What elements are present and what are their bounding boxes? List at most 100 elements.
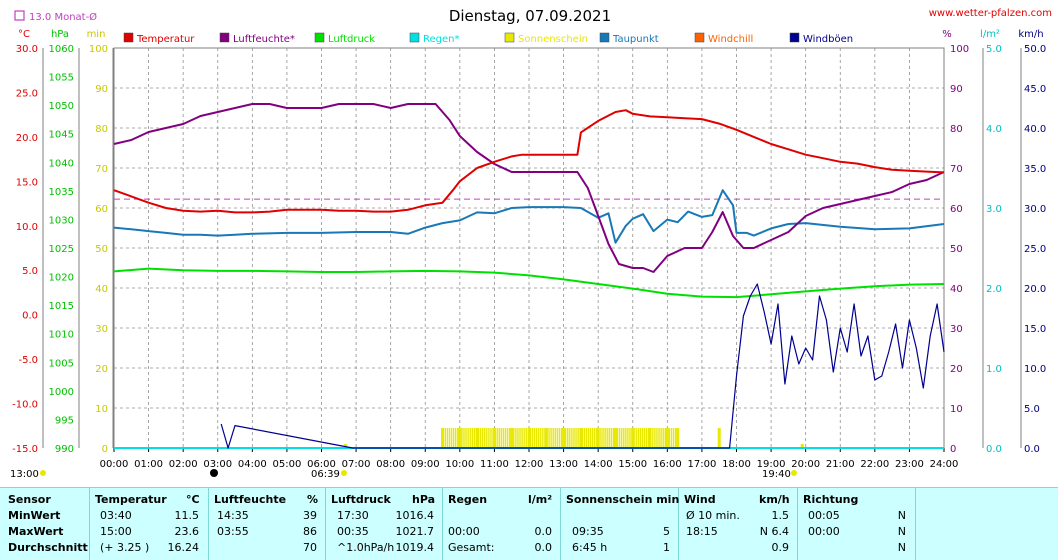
rain-tick-label: 2.0 xyxy=(986,284,1002,295)
pressure-line xyxy=(113,267,945,299)
sunshine-bar xyxy=(494,428,496,448)
x-tick-label: 09:00 xyxy=(411,459,440,470)
sunshine-bar xyxy=(652,428,654,448)
sunset-time: 19:40 xyxy=(762,469,791,480)
sunshine-bar xyxy=(585,428,588,448)
hpa-tick-label: 995 xyxy=(55,415,74,426)
x-tick-label: 16:00 xyxy=(653,459,682,470)
legend-label: Temperatur xyxy=(136,34,195,45)
legend-label: Windchill xyxy=(708,34,753,45)
table-divider xyxy=(678,488,679,560)
unit-pct: % xyxy=(942,29,952,40)
dewpoint-line xyxy=(113,189,945,244)
wind-tick-label: 45.0 xyxy=(1024,84,1046,95)
sunshine-bar xyxy=(446,428,449,448)
sunshine-bar xyxy=(535,428,538,448)
cell-hum-time: 14:35 xyxy=(217,509,249,522)
sunshine-bar xyxy=(556,428,559,448)
hpa-tick-label: 1015 xyxy=(49,301,74,312)
rain-tick-label: 0.0 xyxy=(986,444,1002,455)
sunshine-bar xyxy=(471,428,473,448)
x-tick-label: 20:00 xyxy=(791,459,820,470)
sunshine-bar xyxy=(631,428,633,448)
cell-press-time: 17:30 xyxy=(337,509,369,522)
temp-tick-label: -15.0 xyxy=(12,444,38,455)
x-tick-label: 13:00 xyxy=(549,459,578,470)
header-hum: Luftfeuchte xyxy=(214,493,287,506)
cell-label: Durchschnitt xyxy=(8,541,88,554)
min-tick-label: 100 xyxy=(89,44,108,55)
table-divider xyxy=(560,488,561,560)
sunshine-bar xyxy=(481,428,484,448)
hpa-tick-label: 1030 xyxy=(49,215,74,226)
series xyxy=(113,103,945,449)
unit-temp: °C xyxy=(18,29,30,40)
moon-icon xyxy=(40,470,46,476)
sunshine-bar xyxy=(662,428,664,448)
unit-rain: l/m² xyxy=(980,29,1000,40)
hpa-tick-label: 1045 xyxy=(49,130,74,141)
pct-tick-label: 90 xyxy=(950,84,963,95)
moon-time: 13:00 xyxy=(10,469,39,480)
cell-temp-time: 03:40 xyxy=(100,509,132,522)
temp-tick-label: -5.0 xyxy=(18,355,38,366)
wind-tick-label: 35.0 xyxy=(1024,164,1046,175)
sunshine-bar xyxy=(537,428,540,448)
sunshine-bar xyxy=(469,428,471,448)
pct-tick-label: 0 xyxy=(950,444,956,455)
monthly-avg-label: 13.0 Monat-Ø xyxy=(29,11,97,23)
sunshine-bar xyxy=(450,428,453,448)
legend-label: Regen* xyxy=(423,34,460,45)
pct-tick-label: 10 xyxy=(950,404,963,415)
sunshine-bar xyxy=(486,428,488,448)
temp-tick-label: -10.0 xyxy=(12,400,38,411)
sunshine-bar xyxy=(589,428,592,448)
cell-press-val: 1016.4 xyxy=(395,509,435,522)
x-tick-label: 22:00 xyxy=(860,459,889,470)
x-tick-label: 14:00 xyxy=(584,459,613,470)
header-temp: Temperatur xyxy=(95,493,167,506)
sunshine-bar xyxy=(550,428,552,448)
sunshine-bar xyxy=(606,428,608,448)
monthly-avg-swatch xyxy=(14,10,25,21)
sunshine-bar xyxy=(623,428,625,448)
sunshine-bar xyxy=(511,428,513,448)
sunshine-bar xyxy=(625,428,627,448)
rain-tick-label: 4.0 xyxy=(986,124,1002,135)
cell-dir-time: 00:00 xyxy=(808,525,840,538)
sunshine-bar xyxy=(668,428,671,448)
pct-tick-label: 40 xyxy=(950,284,963,295)
cell-rain-val: 0.0 xyxy=(534,525,553,538)
header-press: Luftdruck xyxy=(331,493,391,506)
sunshine-bar xyxy=(457,428,459,448)
sunshine-bar xyxy=(463,428,465,448)
min-tick-label: 30 xyxy=(95,324,108,335)
cell-dir-val: N xyxy=(897,509,906,522)
source-link[interactable]: www.wetter-pfalzen.com xyxy=(929,8,1052,19)
humidity-line xyxy=(113,103,945,273)
sunshine-bar xyxy=(577,428,579,448)
sunshine-bar xyxy=(465,428,467,448)
sunshine-bar xyxy=(627,428,629,448)
hpa-tick-label: 1025 xyxy=(49,244,74,255)
cell-temp-val: 23.6 xyxy=(174,525,200,538)
sunrise-time: 06:39 xyxy=(311,469,340,480)
x-tick-label: 05:00 xyxy=(273,459,302,470)
temp-tick-label: 25.0 xyxy=(16,88,38,99)
wind-tick-label: 5.0 xyxy=(1024,404,1040,415)
sunshine-bar xyxy=(666,428,669,448)
hpa-tick-label: 990 xyxy=(55,444,74,455)
sunshine-bar xyxy=(596,428,598,448)
x-tick-label: 21:00 xyxy=(826,459,855,470)
new-moon-icon xyxy=(210,469,218,477)
sunshine-bar xyxy=(515,428,517,448)
pct-tick-label: 70 xyxy=(950,164,963,175)
cell-rain-time: 00:00 xyxy=(448,525,480,538)
cell-sun-val: 1 xyxy=(663,541,670,554)
sunshine-bar xyxy=(554,428,556,448)
chart-title: Dienstag, 07.09.2021 xyxy=(449,7,611,25)
temp-tick-label: 15.0 xyxy=(16,177,38,188)
hpa-tick-label: 1005 xyxy=(49,358,74,369)
sunshine-bar xyxy=(602,428,604,448)
cell-hum-time: 03:55 xyxy=(217,525,249,538)
